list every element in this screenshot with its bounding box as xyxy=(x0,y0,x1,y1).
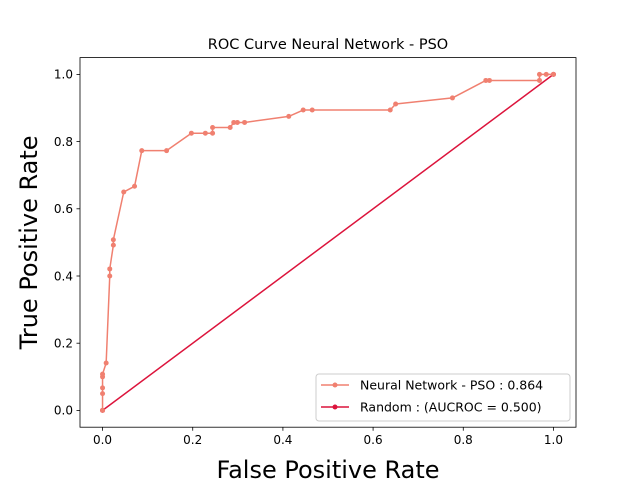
y-tick-label: 0.0 xyxy=(54,404,73,418)
data-point-neural-network xyxy=(139,148,145,154)
y-tick-label: 0.6 xyxy=(54,202,73,216)
x-axis-ticks: 0.0 0.2 0.4 0.6 0.8 1.0 xyxy=(93,427,563,447)
series-line-neural-network xyxy=(101,73,554,411)
data-point-neural-network xyxy=(234,119,240,125)
y-tick-label: 1.0 xyxy=(54,68,73,82)
legend-marker-neural-network xyxy=(332,382,338,388)
series-line-random xyxy=(102,73,554,412)
series-layer xyxy=(100,71,556,413)
y-axis-ticks: 0.0 0.2 0.4 0.6 0.8 1.0 xyxy=(54,68,80,418)
data-point-neural-network xyxy=(536,77,542,83)
legend: Neural Network - PSO : 0.864 Random : (A… xyxy=(315,373,571,422)
data-point-neural-network xyxy=(300,107,306,113)
data-point-neural-network xyxy=(100,385,106,391)
x-tick-label: 0.2 xyxy=(183,433,202,447)
plot-frame xyxy=(79,57,577,428)
data-point-neural-network xyxy=(210,130,216,136)
chart-title: ROC Curve Neural Network - PSO xyxy=(208,37,448,53)
data-point-neural-network xyxy=(132,183,138,189)
data-point-neural-network xyxy=(309,107,315,113)
data-point-neural-network xyxy=(121,189,127,195)
data-point-neural-network xyxy=(543,71,549,77)
data-point-neural-network xyxy=(100,407,106,413)
data-point-neural-network xyxy=(107,273,113,279)
y-axis-label: True Positive Rate xyxy=(15,136,43,351)
data-point-neural-network xyxy=(164,148,170,154)
data-point-neural-network xyxy=(486,77,492,83)
data-point-neural-network xyxy=(100,371,106,377)
legend-label-neural-network: Neural Network - PSO : 0.864 xyxy=(360,378,543,393)
x-tick-label: 0.0 xyxy=(93,433,112,447)
data-point-neural-network xyxy=(227,124,233,130)
x-tick-label: 0.6 xyxy=(364,433,383,447)
data-point-neural-network xyxy=(110,237,116,243)
x-tick-label: 0.8 xyxy=(454,433,473,447)
legend-box xyxy=(315,373,571,422)
data-point-neural-network xyxy=(536,71,542,77)
data-point-neural-network xyxy=(103,360,109,366)
x-axis-label: False Positive Rate xyxy=(216,456,439,480)
y-tick-label: 0.8 xyxy=(54,135,73,149)
data-point-neural-network xyxy=(449,95,455,101)
data-point-neural-network xyxy=(202,130,208,136)
data-point-neural-network xyxy=(100,391,106,397)
legend-marker-random xyxy=(332,404,338,410)
data-point-neural-network xyxy=(242,119,248,125)
data-point-neural-network xyxy=(550,71,556,77)
data-point-neural-network xyxy=(107,266,113,272)
data-point-neural-network xyxy=(210,124,216,130)
data-point-neural-network xyxy=(393,101,399,107)
x-tick-label: 1.0 xyxy=(544,433,563,447)
data-point-neural-network xyxy=(110,242,116,248)
data-point-neural-network xyxy=(231,119,237,125)
data-point-neural-network xyxy=(286,113,292,119)
x-tick-label: 0.4 xyxy=(273,433,292,447)
y-tick-label: 0.4 xyxy=(54,269,73,283)
data-point-neural-network xyxy=(483,77,489,83)
y-tick-label: 0.2 xyxy=(54,337,73,351)
legend-label-random: Random : (AUCROC = 0.500) xyxy=(360,400,542,415)
data-point-neural-network xyxy=(387,107,393,113)
data-point-neural-network xyxy=(188,130,194,136)
